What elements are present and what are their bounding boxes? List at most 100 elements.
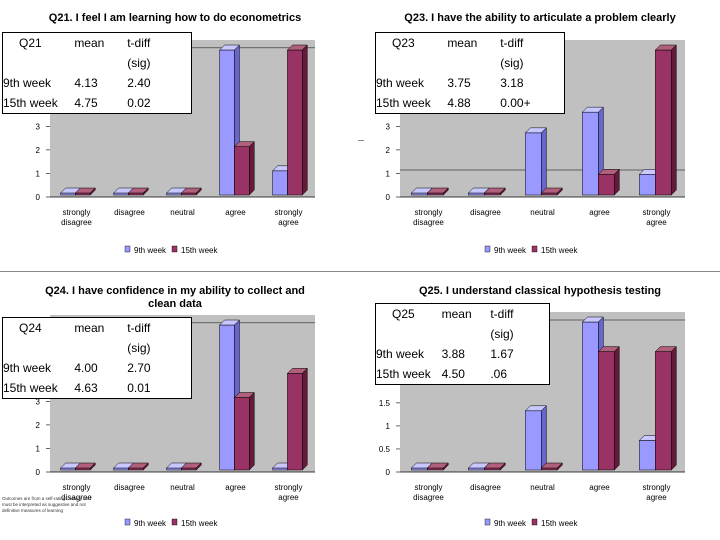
legend-label: 9th week — [494, 519, 527, 528]
chart-title-line: Q25. I understand classical hypothesis t… — [418, 285, 662, 297]
bar — [286, 44, 308, 196]
y-tick-label: 1 — [36, 169, 41, 178]
chart-title-line: Q24. I have confidence in my ability to … — [45, 285, 305, 297]
table-tdiff: 0.02 — [127, 96, 151, 110]
category-label: neutral — [530, 483, 555, 492]
table-subheader-row: (sig) — [3, 338, 192, 358]
chart-title: Q21. I feel I am learning how to do econ… — [0, 12, 350, 25]
bar — [540, 187, 563, 196]
y-tick-label: 1 — [386, 169, 391, 178]
y-tick-label: 1.5 — [379, 399, 391, 408]
category-label: agree — [278, 493, 299, 502]
bar — [597, 345, 620, 471]
chart-panel-q25: Q25. I understand classical hypothesis t… — [365, 275, 715, 540]
table-header-row: Q25 mean t-diff — [376, 304, 550, 325]
category-label: strongly — [62, 208, 90, 217]
table-header-mean: mean — [74, 36, 105, 50]
category-label: strongly — [642, 208, 670, 217]
category-label: disagree — [413, 493, 444, 502]
table-header-row: Q24 mean t-diff — [3, 318, 192, 339]
legend-label: 9th week — [134, 246, 167, 255]
footnote: Outcomes are from a self-ratings survey … — [2, 496, 91, 513]
category-label: strongly — [62, 483, 90, 492]
table-tdiff: .06 — [490, 367, 508, 381]
y-tick-label: 3 — [386, 122, 391, 131]
bar — [74, 462, 96, 471]
table-week: 9th week — [3, 76, 52, 90]
bar — [524, 127, 547, 196]
legend-label: 15th week — [541, 246, 578, 255]
bar — [654, 345, 677, 471]
legend-label: 15th week — [541, 519, 578, 528]
category-label: disagree — [114, 483, 145, 492]
bar — [540, 462, 563, 471]
table-row: 9th week 3.88 1.67 — [376, 344, 550, 364]
category-label: neutral — [170, 208, 195, 217]
y-tick-label: 3 — [36, 122, 41, 131]
table-label: Q23 — [392, 36, 415, 50]
legend: 9th week 15th week — [484, 245, 578, 255]
chart-title: Q25. I understand classical hypothesis t… — [365, 285, 715, 298]
category-label: agree — [225, 483, 246, 492]
table-mean: 4.63 — [74, 381, 98, 395]
table-mean: 4.00 — [74, 361, 98, 375]
legend-swatch — [171, 245, 178, 253]
legend-swatch — [531, 518, 538, 526]
y-tick-label: 0 — [386, 468, 391, 477]
stats-table: Q24 mean t-diff (sig) 9th week 4.00 2.70 15th w… — [2, 317, 192, 399]
category-label: strongly — [414, 208, 442, 217]
table-week: 9th week — [3, 361, 52, 375]
bar — [180, 462, 202, 471]
table-header-row: Q23 mean t-diff — [376, 33, 565, 54]
category-label: strongly — [642, 483, 670, 492]
table-header-mean: mean — [74, 321, 105, 335]
table-tdiff: 2.40 — [127, 76, 151, 90]
category-label: agree — [589, 483, 610, 492]
category-label: strongly — [274, 483, 302, 492]
table-row: 15th week 4.63 0.01 — [3, 378, 192, 399]
legend-label: 15th week — [181, 519, 218, 528]
table-row: 15th week 4.88 0.00+ — [376, 93, 565, 114]
table-label: Q24 — [19, 321, 42, 335]
table-subheader-row: (sig) — [376, 324, 550, 344]
bar — [524, 405, 547, 471]
table-header-tdiff: t-diff — [500, 36, 524, 50]
table-header-sig: (sig) — [490, 327, 514, 341]
table-row: 9th week 3.75 3.18 — [376, 73, 565, 93]
legend-label: 9th week — [134, 519, 167, 528]
table-week: 15th week — [3, 96, 58, 110]
legend-swatch — [484, 518, 491, 526]
legend: 9th week 15th week — [124, 518, 218, 528]
table-header-mean: mean — [441, 307, 472, 321]
stats-table: Q23 mean t-diff (sig) 9th week 3.75 3.18 15th w… — [375, 32, 565, 114]
bar — [483, 187, 506, 196]
table-tdiff: 2.70 — [127, 361, 151, 375]
category-label: agree — [589, 208, 610, 217]
table-header-sig: (sig) — [500, 56, 524, 70]
legend-label: 15th week — [181, 246, 218, 255]
legend: 9th week 15th week — [484, 518, 578, 528]
bar — [426, 462, 449, 471]
category-label: agree — [225, 208, 246, 217]
y-tick-label: 2 — [36, 146, 41, 155]
bar — [654, 44, 677, 196]
table-header-sig: (sig) — [127, 341, 151, 355]
legend-swatch — [124, 245, 131, 253]
table-subheader-row: (sig) — [3, 53, 192, 73]
bar — [483, 462, 506, 471]
legend: 9th week 15th week — [124, 245, 218, 255]
table-header-mean: mean — [447, 36, 478, 50]
chart-title-line: Q23. I have the ability to articulate a … — [404, 12, 676, 24]
table-week: 9th week — [376, 76, 425, 90]
category-label: strongly — [414, 483, 442, 492]
y-tick-label: 0.5 — [379, 445, 391, 454]
table-header-sig: (sig) — [127, 56, 151, 70]
y-tick-label: 2 — [36, 421, 41, 430]
table-row: 15th week 4.75 0.02 — [3, 93, 192, 114]
table-tdiff: 0.00+ — [500, 96, 531, 110]
table-tdiff: 0.01 — [127, 381, 151, 395]
table-mean: 3.75 — [447, 76, 471, 90]
bar — [180, 187, 202, 196]
table-week: 15th week — [3, 381, 58, 395]
